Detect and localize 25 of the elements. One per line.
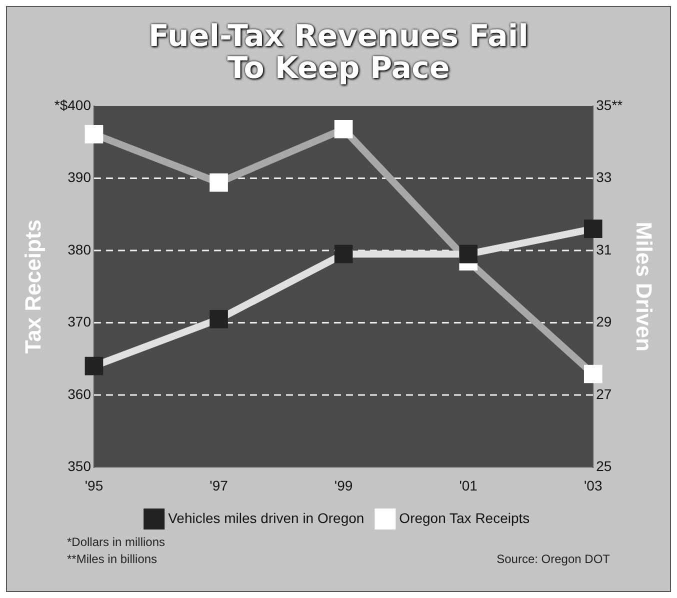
y2-tick-label: 33: [596, 169, 612, 186]
y-tick-label: 350: [68, 458, 92, 474]
y-axis-title: Tax Receipts: [20, 220, 46, 354]
y-tick-label: 390: [68, 169, 92, 186]
y-tick-label: *$400: [54, 96, 92, 113]
x-tick-label: '95: [84, 477, 104, 494]
legend-label: Vehicles miles driven in Oregon: [168, 510, 364, 526]
x-tick-label: '97: [210, 477, 228, 494]
chart-title: Fuel-Tax Revenues Fail To Keep Pace: [148, 19, 530, 86]
y2-tick-label: 31: [596, 241, 612, 258]
y2-tick-label: 25: [596, 458, 612, 474]
y2-tick-label: 29: [596, 314, 612, 330]
x-tick-label: '99: [334, 477, 353, 494]
legend-label: Oregon Tax Receipts: [399, 510, 530, 526]
text: **Miles in billions: [67, 552, 158, 566]
x-tick-label: '01: [459, 477, 478, 494]
y-tick-label: 360: [68, 386, 92, 402]
y2-tick-label: 27: [596, 386, 612, 402]
x-tick-label: '03: [584, 477, 602, 494]
source-note: Source: Oregon DOT: [496, 552, 610, 566]
y-tick-label: 370: [68, 314, 92, 330]
y-tick-label: 380: [68, 241, 92, 258]
text: *Dollars in millions: [67, 535, 166, 551]
y2-tick-label: 35**: [596, 96, 624, 113]
y2-axis-title: Miles Driven: [632, 222, 657, 352]
